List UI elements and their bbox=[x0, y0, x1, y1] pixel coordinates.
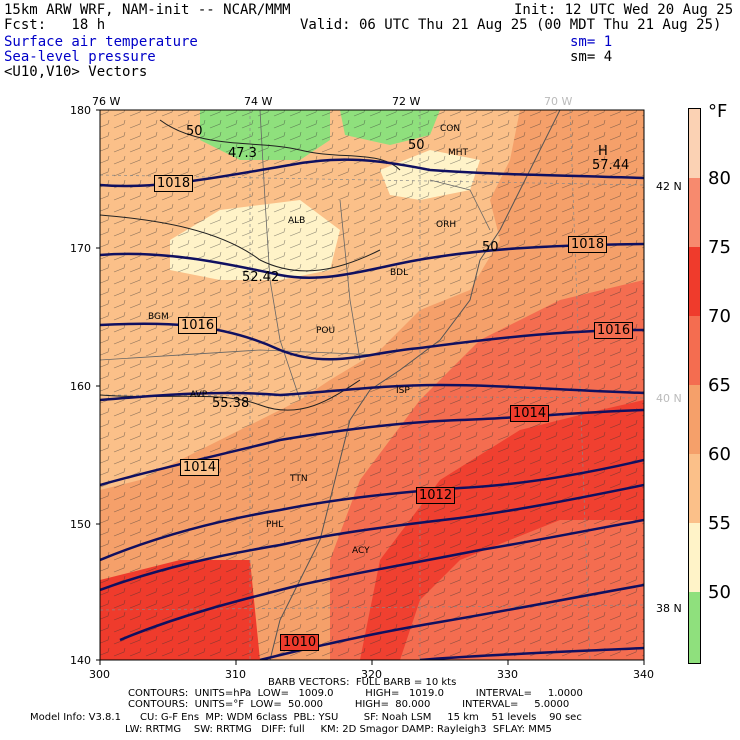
colorbar-segment bbox=[689, 523, 700, 592]
isobar-label: 1014 bbox=[180, 459, 220, 476]
y-tick-label: 170 bbox=[70, 242, 91, 255]
temperature-colorbar bbox=[688, 108, 701, 664]
colorbar-label: 70 bbox=[708, 306, 731, 327]
colorbar-segment bbox=[689, 247, 700, 316]
colorbar-segment bbox=[689, 454, 700, 523]
x-tick-label: 340 bbox=[633, 668, 654, 681]
lat-label: 38 N bbox=[656, 602, 682, 615]
init-time: Init: 12 UTC Wed 20 Aug 25 bbox=[514, 2, 734, 18]
state-border-ma bbox=[429, 179, 491, 231]
isobar-label: 1014 bbox=[510, 405, 550, 422]
colorbar-label: 50 bbox=[708, 582, 731, 603]
colorbar-label: 80 bbox=[708, 168, 731, 189]
station-label: ORH bbox=[436, 220, 457, 230]
station-label: ISP bbox=[396, 386, 410, 396]
x-tick-label: 310 bbox=[225, 668, 246, 681]
station-label: ACY bbox=[352, 546, 370, 556]
isotherm-label: 52.42 bbox=[242, 270, 280, 285]
colorbar-unit: °F bbox=[708, 101, 728, 122]
station-label: ALB bbox=[288, 216, 306, 226]
lon-label: 72 W bbox=[392, 95, 421, 108]
coastline bbox=[269, 110, 561, 660]
model-title: 15km ARW WRF, NAM-init -- NCAR/MMM bbox=[4, 2, 291, 18]
colorbar-segment bbox=[689, 316, 700, 385]
isotherm-label: 50 bbox=[408, 138, 425, 153]
state-border-ct bbox=[339, 199, 361, 361]
isobar-label: 1010 bbox=[280, 634, 320, 651]
colorbar-segment bbox=[689, 385, 700, 454]
field-temperature: Surface air temperature bbox=[4, 34, 198, 50]
model-info-line1: Model Info: V3.8.1 CU: G-F Ens MP: WDM 6… bbox=[30, 712, 582, 723]
lon-label: 70 W bbox=[544, 95, 573, 108]
y-tick-label: 140 bbox=[70, 654, 91, 667]
smoothing-2: sm= 4 bbox=[570, 49, 613, 65]
isobar-label: 1018 bbox=[568, 236, 608, 253]
y-tick-label: 180 bbox=[70, 104, 91, 117]
isobar-label: 1016 bbox=[178, 317, 218, 334]
isobar-label: 1012 bbox=[416, 487, 456, 504]
station-label: POU bbox=[316, 326, 336, 336]
colorbar-label: 65 bbox=[708, 375, 731, 396]
isobar-label: 1016 bbox=[594, 322, 634, 339]
station-label: CON bbox=[440, 124, 461, 134]
state-border-pa bbox=[100, 349, 381, 361]
isotherm-label: 55.38 bbox=[212, 396, 250, 411]
station-label: MHT bbox=[448, 148, 469, 158]
isotherm-label: 47.3 bbox=[228, 146, 257, 161]
axis-ticks bbox=[96, 109, 645, 665]
forecast-hour: Fcst: 18 h bbox=[4, 17, 106, 33]
isotherm-label: 50 bbox=[482, 240, 499, 255]
contour-info-temperature: CONTOURS: UNITS=°F LOW= 50.000 HIGH= 80.… bbox=[128, 699, 570, 710]
model-info-line2: LW: RRTMG SW: RRTMG DIFF: full KM: 2D Sm… bbox=[125, 724, 552, 735]
y-tick-label: 150 bbox=[70, 518, 91, 531]
y-tick-label: 160 bbox=[70, 380, 91, 393]
contour-info-pressure: CONTOURS: UNITS=hPa LOW= 1009.0 HIGH= 10… bbox=[128, 688, 583, 699]
smoothing-1: sm= 1 bbox=[570, 34, 613, 50]
x-tick-label: 320 bbox=[361, 668, 382, 681]
station-label: AVP bbox=[190, 390, 208, 400]
isotherm-label: 57.44 bbox=[592, 158, 630, 173]
barb-legend: BARB VECTORS: FULL BARB = 10 kts bbox=[268, 677, 457, 688]
x-tick-label: 300 bbox=[89, 668, 110, 681]
colorbar-segment bbox=[689, 178, 700, 247]
station-label: TTN bbox=[290, 474, 308, 484]
wind-barbs bbox=[100, 110, 644, 660]
station-label: BGM bbox=[148, 312, 169, 322]
colorbar-label: 60 bbox=[708, 444, 731, 465]
colorbar-segment bbox=[689, 592, 700, 663]
lon-label: 76 W bbox=[92, 95, 121, 108]
colorbar-label: 55 bbox=[708, 513, 731, 534]
lon-label: 74 W bbox=[244, 95, 273, 108]
colorbar-segment bbox=[689, 109, 700, 178]
field-pressure: Sea-level pressure bbox=[4, 49, 156, 65]
valid-time: Valid: 06 UTC Thu 21 Aug 25 (00 MDT Thu … bbox=[300, 17, 722, 33]
station-label: BDL bbox=[390, 268, 409, 278]
lat-label: 40 N bbox=[656, 392, 682, 405]
isotherm-label: 50 bbox=[186, 124, 203, 139]
station-label: PHL bbox=[266, 520, 284, 530]
lat-label: 42 N bbox=[656, 180, 682, 193]
isobar-label: 1018 bbox=[154, 175, 194, 192]
field-vectors: <U10,V10> Vectors bbox=[4, 64, 148, 80]
colorbar-label: 75 bbox=[708, 237, 731, 258]
x-tick-label: 330 bbox=[497, 668, 518, 681]
high-pressure-marker: H bbox=[598, 144, 608, 159]
